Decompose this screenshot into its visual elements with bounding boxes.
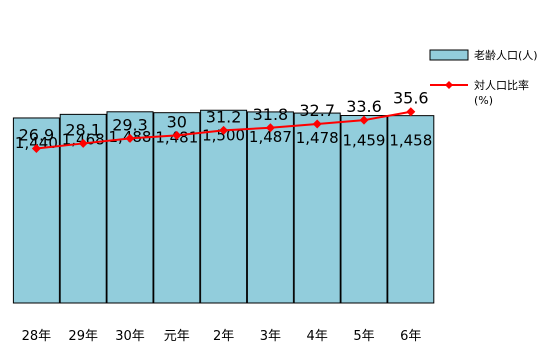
- bar-8: [387, 115, 435, 304]
- ratio-point-5: [265, 123, 275, 133]
- ratio-point-8: [406, 107, 416, 117]
- ratio-point-7: [359, 115, 369, 125]
- ratio-point-0: [31, 144, 41, 154]
- ratio-value-label-2: 29.3: [112, 115, 148, 134]
- legend-line-marker: [445, 81, 453, 89]
- ratio-point-4: [219, 125, 229, 135]
- bars-layer: [12, 109, 435, 304]
- bar-5: [246, 111, 294, 304]
- ratio-value-label-6: 32.7: [299, 101, 335, 120]
- x-tick-label-3: 元年: [164, 329, 190, 344]
- x-tick-label-1: 29年: [68, 329, 98, 344]
- ratio-value-label-5: 31.8: [253, 105, 289, 124]
- legend-bar-label: 老齢人口(人): [474, 48, 538, 62]
- legend: 老齢人口(人) 対人口比率 (%): [429, 48, 538, 107]
- legend-bar-swatch: [429, 49, 469, 61]
- x-tick-label-8: 6年: [400, 329, 421, 344]
- x-tick-label-0: 28年: [22, 329, 52, 344]
- x-tick-label-7: 5年: [353, 329, 374, 344]
- ratio-point-6: [312, 119, 322, 129]
- ratio-value-label-7: 33.6: [346, 97, 382, 116]
- bar-6: [293, 112, 341, 304]
- bar-value-label-7: 1,459: [343, 132, 386, 150]
- bar-2: [106, 111, 154, 304]
- x-tick-label-4: 2年: [213, 329, 234, 344]
- x-tick-label-6: 4年: [307, 329, 328, 344]
- ratio-value-label-1: 28.1: [65, 120, 101, 139]
- ratio-point-1: [78, 138, 88, 148]
- legend-line-label: 対人口比率: [474, 78, 529, 92]
- bar-3: [153, 112, 201, 304]
- bar-value-label-5: 1,487: [249, 128, 292, 146]
- bar-value-label-8: 1,458: [389, 132, 432, 150]
- ratio-value-label-0: 26.9: [19, 126, 55, 145]
- ratio-point-2: [125, 133, 135, 143]
- legend-line-unit: (%): [474, 94, 493, 107]
- ratio-value-label-4: 31.2: [206, 107, 242, 126]
- ratio-value-label-8: 35.6: [393, 89, 429, 108]
- ratio-point-3: [172, 130, 182, 140]
- x-tick-label-5: 3年: [260, 329, 281, 344]
- line-layer: 26.9 28.1 29.3 30 31.2 31.8 32.7 33.6 35.6: [19, 89, 429, 154]
- ratio-value-label-3: 30: [167, 112, 187, 131]
- bar-value-label-6: 1,478: [296, 129, 339, 147]
- x-axis-labels: 28年 29年 30年 元年 2年 3年 4年 5年 6年: [22, 329, 422, 344]
- x-tick-label-2: 30年: [115, 329, 145, 344]
- bar-7: [340, 115, 388, 304]
- bar-4: [200, 109, 248, 304]
